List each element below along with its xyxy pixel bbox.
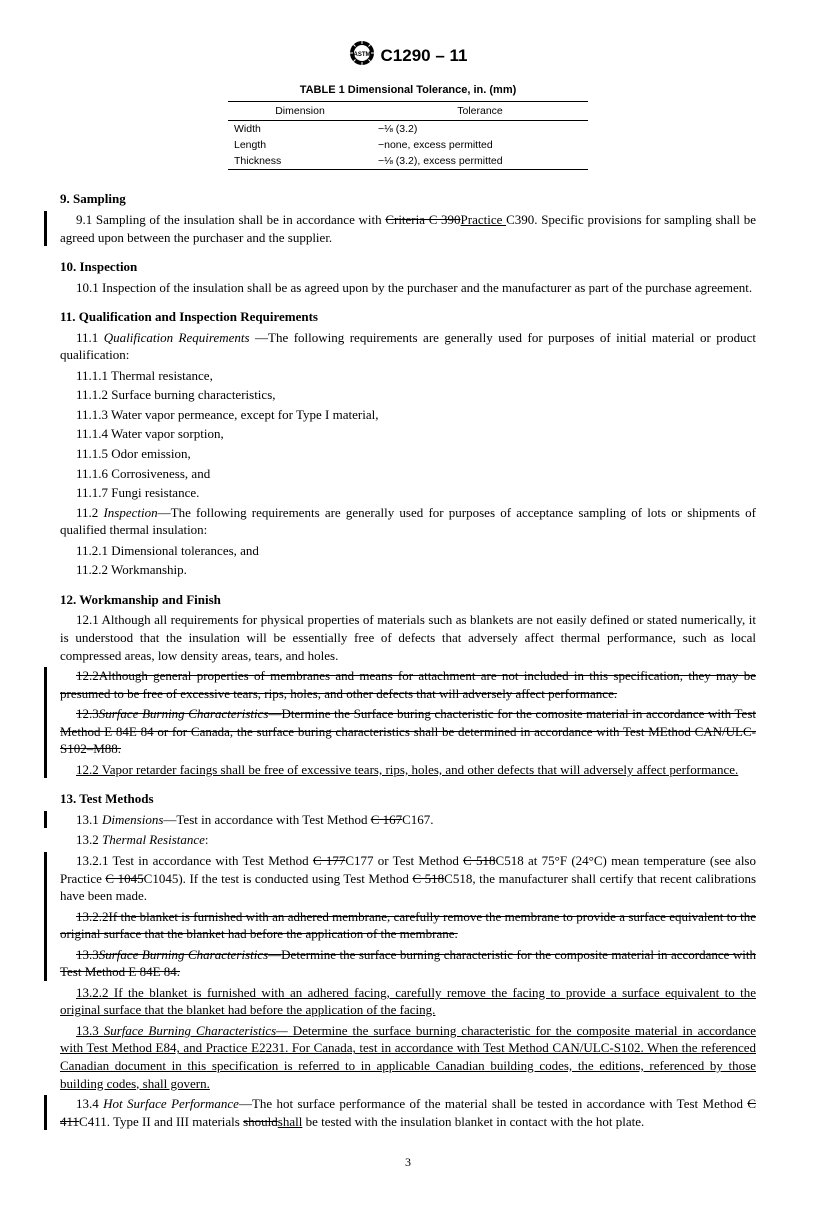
cell-dim: Width: [228, 120, 372, 137]
para-12-2-deleted: 12.2Although general properties of membr…: [60, 667, 756, 702]
svg-text:ASTM: ASTM: [353, 52, 370, 58]
para-12-1: 12.1 Although all requirements for physi…: [60, 611, 756, 664]
cell-dim: Length: [228, 137, 372, 153]
section-12-head: 12. Workmanship and Finish: [60, 591, 756, 609]
designation-text: C1290 – 11: [381, 45, 468, 68]
item-11-1-7: 11.1.7 Fungi resistance.: [60, 484, 756, 502]
table-row: Thickness −⅛ (3.2), excess permitted: [228, 153, 588, 170]
section-13-head: 13. Test Methods: [60, 790, 756, 808]
item-11-1-3: 11.1.3 Water vapor permeance, except for…: [60, 406, 756, 424]
para-13-1: 13.1 Dimensions—Test in accordance with …: [60, 811, 756, 829]
item-11-2-1: 11.2.1 Dimensional tolerances, and: [60, 542, 756, 560]
cell-dim: Thickness: [228, 153, 372, 170]
table-title: TABLE 1 Dimensional Tolerance, in. (mm): [228, 83, 588, 98]
table-row: Length −none, excess permitted: [228, 137, 588, 153]
cell-tol: −⅛ (3.2), excess permitted: [372, 153, 588, 170]
table-header-tolerance: Tolerance: [372, 101, 588, 120]
item-11-1-6: 11.1.6 Corrosiveness, and: [60, 465, 756, 483]
change-bar: 9.1 Sampling of the insulation shall be …: [60, 211, 756, 246]
change-bar: 12.2Although general properties of membr…: [60, 667, 756, 778]
para-13-3-deleted: 13.3Surface Burning Characteristics—Dete…: [60, 946, 756, 981]
para-13-4: 13.4 Hot Surface Performance—The hot sur…: [60, 1095, 756, 1130]
para-13-2: 13.2 Thermal Resistance:: [60, 831, 756, 849]
astm-logo-icon: ASTM: [349, 40, 375, 73]
para-13-2-2-new: 13.2.2 If the blanket is furnished with …: [60, 984, 756, 1019]
para-13-2-2-deleted: 13.2.2If the blanket is furnished with a…: [60, 908, 756, 943]
tolerance-table: Dimension Tolerance Width −⅛ (3.2) Lengt…: [228, 101, 588, 171]
section-11-head: 11. Qualification and Inspection Require…: [60, 308, 756, 326]
item-11-1-1: 11.1.1 Thermal resistance,: [60, 367, 756, 385]
item-11-2-2: 11.2.2 Workmanship.: [60, 561, 756, 579]
change-bar: 13.1 Dimensions—Test in accordance with …: [60, 811, 756, 829]
designation-title: ASTM C1290 – 11: [349, 40, 468, 73]
change-bar: 13.2.1 Test in accordance with Test Meth…: [60, 852, 756, 981]
change-bar: 13.4 Hot Surface Performance—The hot sur…: [60, 1095, 756, 1130]
item-11-1-2: 11.1.2 Surface burning characteristics,: [60, 386, 756, 404]
page-number: 3: [60, 1154, 756, 1170]
item-11-1-4: 11.1.4 Water vapor sorption,: [60, 425, 756, 443]
table-row: Width −⅛ (3.2): [228, 120, 588, 137]
item-11-1-5: 11.1.5 Odor emission,: [60, 445, 756, 463]
para-10-1: 10.1 Inspection of the insulation shall …: [60, 279, 756, 297]
para-11-1: 11.1 Qualification Requirements —The fol…: [60, 329, 756, 364]
para-13-3-new: 13.3 Surface Burning Characteristics— De…: [60, 1022, 756, 1092]
cell-tol: −⅛ (3.2): [372, 120, 588, 137]
cell-tol: −none, excess permitted: [372, 137, 588, 153]
section-9-head: 9. Sampling: [60, 190, 756, 208]
dimensional-tolerance-table: TABLE 1 Dimensional Tolerance, in. (mm) …: [228, 83, 588, 171]
section-10-head: 10. Inspection: [60, 258, 756, 276]
para-9-1: 9.1 Sampling of the insulation shall be …: [60, 211, 756, 246]
para-13-2-1: 13.2.1 Test in accordance with Test Meth…: [60, 852, 756, 905]
table-header-dimension: Dimension: [228, 101, 372, 120]
para-11-2: 11.2 Inspection—The following requiremen…: [60, 504, 756, 539]
para-12-3-deleted: 12.3Surface Burning Characteristics—Dter…: [60, 705, 756, 758]
para-12-2-new: 12.2 Vapor retarder facings shall be fre…: [60, 761, 756, 779]
page-header: ASTM C1290 – 11: [60, 40, 756, 73]
